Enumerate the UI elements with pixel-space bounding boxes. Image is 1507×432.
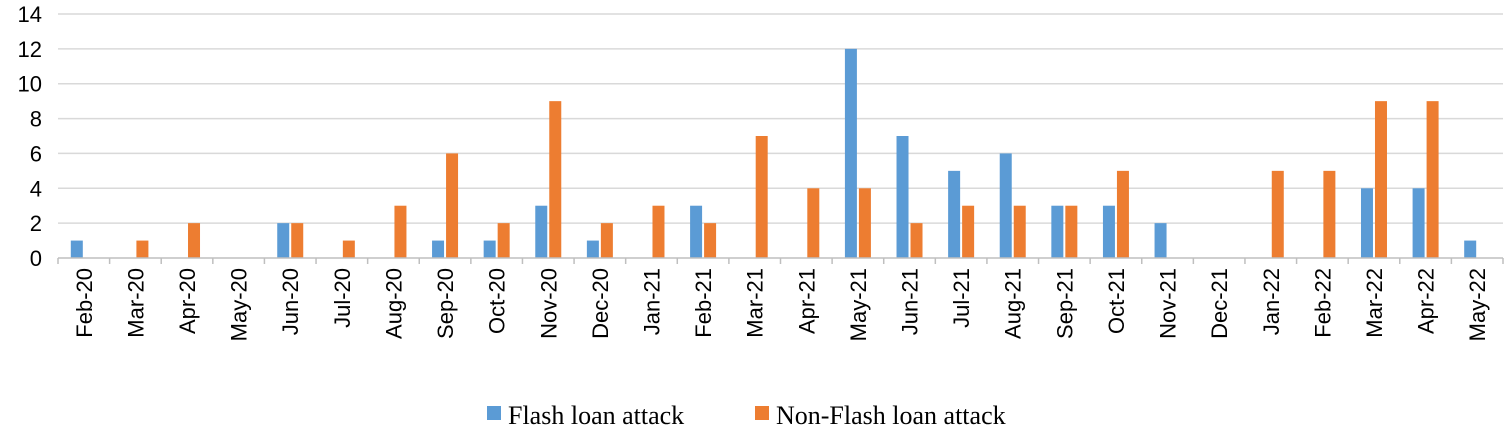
x-tick-label: Jul-20 bbox=[330, 268, 355, 328]
bar-non-flash-loan bbox=[704, 223, 717, 258]
bar-non-flash-loan bbox=[1323, 170, 1336, 258]
bar-non-flash-loan bbox=[497, 223, 510, 258]
legend-label-flash: Flash loan attack bbox=[508, 401, 684, 430]
bar-flash-loan bbox=[1412, 188, 1425, 258]
bar-flash-loan bbox=[948, 170, 961, 258]
x-tick-label: Aug-21 bbox=[1001, 268, 1026, 339]
x-tick-label: Dec-21 bbox=[1207, 268, 1232, 339]
x-tick-label: May-21 bbox=[846, 268, 871, 341]
x-tick-label: May-20 bbox=[227, 268, 252, 341]
x-tick-label: May-22 bbox=[1465, 268, 1490, 341]
x-tick-label: Mar-22 bbox=[1362, 268, 1387, 338]
y-tick-label: 6 bbox=[30, 141, 42, 166]
bar-non-flash-loan bbox=[962, 205, 975, 258]
x-tick-label: Nov-20 bbox=[536, 268, 561, 339]
bar-non-flash-loan bbox=[549, 101, 562, 259]
bar-non-flash-loan bbox=[652, 205, 665, 258]
x-tick-label: Mar-20 bbox=[123, 268, 148, 338]
x-tick-label: Dec-20 bbox=[588, 268, 613, 339]
bar-flash-loan bbox=[896, 136, 909, 258]
bar-non-flash-loan bbox=[1271, 170, 1284, 258]
bar-flash-loan bbox=[999, 153, 1012, 258]
bar-flash-loan bbox=[690, 205, 703, 258]
bar-flash-loan bbox=[844, 48, 857, 258]
bar-non-flash-loan bbox=[188, 223, 201, 258]
bar-non-flash-loan bbox=[1116, 170, 1129, 258]
bar-flash-loan bbox=[70, 240, 83, 258]
x-tick-label: Oct-20 bbox=[485, 268, 510, 334]
gridlines bbox=[58, 13, 1503, 224]
bar-non-flash-loan bbox=[1065, 205, 1078, 258]
y-tick-label: 12 bbox=[18, 37, 42, 62]
bar-non-flash-loan bbox=[394, 205, 407, 258]
bar-non-flash-loan bbox=[446, 153, 459, 258]
x-tick-label: Mar-21 bbox=[743, 268, 768, 338]
bar-flash-loan bbox=[1051, 205, 1064, 258]
bar-flash-loan bbox=[1464, 240, 1477, 258]
bar-non-flash-loan bbox=[910, 223, 923, 258]
bar-flash-loan bbox=[277, 223, 290, 258]
x-tick-label: Feb-22 bbox=[1310, 268, 1335, 338]
bar-non-flash-loan bbox=[858, 188, 871, 258]
bar-non-flash-loan bbox=[600, 223, 613, 258]
bars bbox=[70, 48, 1477, 259]
bar-non-flash-loan bbox=[291, 223, 304, 258]
bar-non-flash-loan bbox=[807, 188, 820, 258]
x-tick-label: Jan-21 bbox=[639, 268, 664, 335]
y-axis-ticks: 0 2 4 6 8 10 12 14 bbox=[18, 2, 42, 271]
x-tick-label: Jun-20 bbox=[278, 268, 303, 335]
bar-flash-loan bbox=[1102, 205, 1115, 258]
x-tick-label: Sep-20 bbox=[433, 268, 458, 339]
legend: Flash loan attack Non-Flash loan attack bbox=[487, 401, 1006, 430]
bar-flash-loan bbox=[535, 205, 548, 258]
bar-non-flash-loan bbox=[1426, 101, 1439, 259]
y-tick-label: 0 bbox=[30, 246, 42, 271]
x-tick-label: Jul-21 bbox=[949, 268, 974, 328]
x-tick-label: Oct-21 bbox=[1104, 268, 1129, 334]
legend-swatch-nonflash bbox=[755, 406, 769, 420]
y-tick-label: 14 bbox=[18, 2, 42, 27]
y-tick-label: 4 bbox=[30, 176, 42, 201]
x-tick-label: Nov-21 bbox=[1156, 268, 1181, 339]
bar-flash-loan bbox=[483, 240, 496, 258]
bar-non-flash-loan bbox=[755, 136, 768, 258]
bar-flash-loan bbox=[1360, 188, 1373, 258]
x-tick-label: Aug-20 bbox=[381, 268, 406, 339]
x-tick-label: Feb-20 bbox=[72, 268, 97, 338]
bar-flash-loan bbox=[1154, 223, 1167, 258]
x-tick-label: Apr-22 bbox=[1414, 268, 1439, 334]
x-tick-label: Jan-22 bbox=[1259, 268, 1284, 335]
bar-non-flash-loan bbox=[1013, 205, 1026, 258]
bar-flash-loan bbox=[432, 240, 445, 258]
x-tick-label: Apr-20 bbox=[175, 268, 200, 334]
x-tick-label: Jun-21 bbox=[898, 268, 923, 335]
x-tick-label: Sep-21 bbox=[1052, 268, 1077, 339]
bar-non-flash-loan bbox=[136, 240, 149, 258]
x-tick-label: Apr-21 bbox=[794, 268, 819, 334]
x-tick-label: Feb-21 bbox=[691, 268, 716, 338]
legend-label-nonflash: Non-Flash loan attack bbox=[776, 401, 1006, 430]
y-tick-label: 10 bbox=[18, 72, 42, 97]
bar-non-flash-loan bbox=[342, 240, 355, 258]
y-tick-label: 2 bbox=[30, 211, 42, 236]
x-axis-ticks: Feb-20 Mar-20 Apr-20 May-20 Jun-20 Jul-20 Aug-… bbox=[72, 268, 1490, 341]
legend-swatch-flash bbox=[487, 406, 501, 420]
x-axis bbox=[57, 257, 1504, 264]
bar-flash-loan bbox=[586, 240, 599, 258]
y-tick-label: 8 bbox=[30, 107, 42, 132]
bar-non-flash-loan bbox=[1374, 101, 1387, 259]
